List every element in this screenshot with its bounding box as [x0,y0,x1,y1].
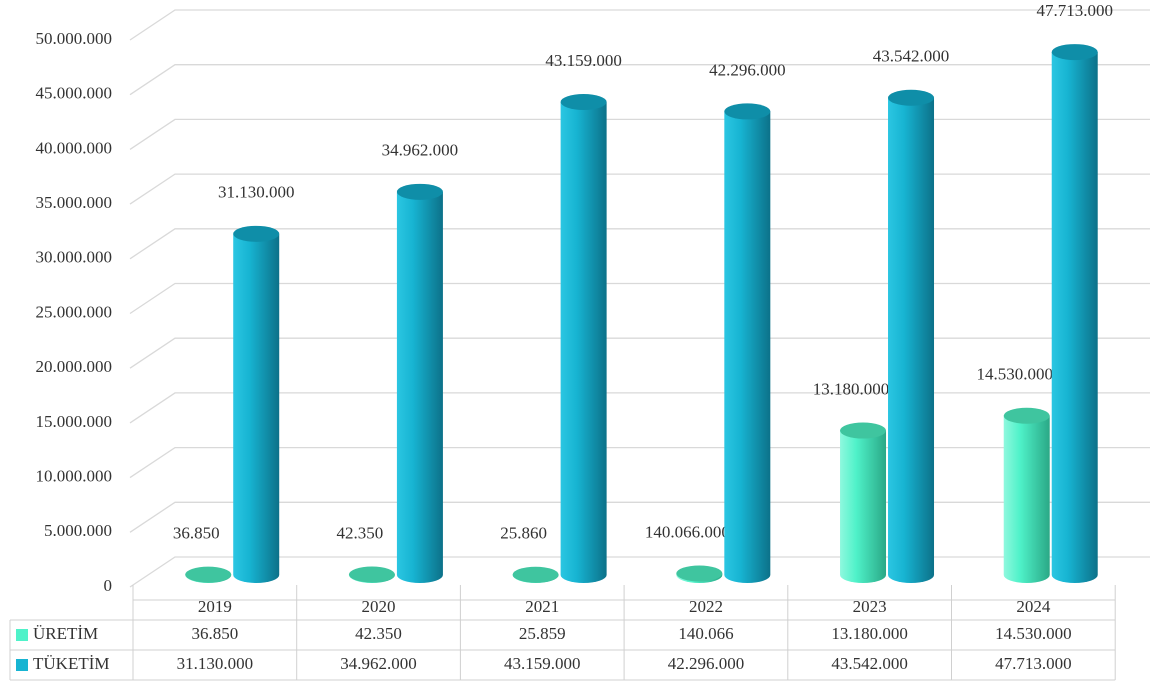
x-tick-label: 2020 [362,597,396,616]
data-label: 13.180.000 [813,379,890,398]
bar-cap [888,89,935,106]
y-tick-label: 25.000.000 [36,302,113,321]
data-table: 2019 2020 2021 2022 2023 2024 ÜRETİM 36.850 42.3… [9,585,1116,681]
grid-line [129,446,1150,479]
x-tick-label: 2022 [689,597,723,616]
x-tick-label: 2019 [198,597,232,616]
y-tick-label: 10.000.000 [36,467,113,486]
grid-line [129,556,1150,588]
x-tick-label: 2023 [853,597,887,616]
grid-line [129,118,1150,150]
y-tick-label: 15.000.000 [36,412,113,431]
table-value: 13.180.000 [831,624,908,643]
grid-line [129,337,1150,369]
data-label: 47.713.000 [1036,1,1113,20]
grid-line [129,64,1150,96]
table-value: 25.859 [519,624,566,643]
y-tick-label: 45.000.000 [36,84,113,103]
bar-cap [1003,407,1050,424]
bar [233,233,280,584]
bar-cap [396,183,443,200]
table-value: 36.850 [191,624,238,643]
legend-swatch [16,659,28,671]
x-tick-label: 2021 [525,597,559,616]
table-value: 14.530.000 [995,624,1072,643]
bar [724,111,771,583]
bar [1003,415,1050,583]
bar [888,97,935,584]
data-label: 34.962.000 [382,141,459,160]
bar-cap [724,103,771,120]
data-label: 43.159.000 [545,51,622,70]
bar [560,101,607,584]
y-tick-label: 35.000.000 [36,193,113,212]
legend-label: ÜRETİM [33,624,98,643]
bar-cap [560,93,607,110]
bar-cap [233,225,280,242]
y-tick-label: 20.000.000 [36,357,113,376]
table-value: 42.350 [355,624,402,643]
bar [396,191,443,584]
grid-line [129,173,1150,205]
grid: 0 5.000.000 10.000.000 15.000.000 20.000.000… [36,9,1150,595]
data-label: 25.860 [500,524,547,543]
data-label: 36.850 [173,524,220,543]
bars: 36.850 42.350 25.860 140.066.000 13.180.000 1… [173,1,1113,584]
grid-line [129,282,1150,315]
data-label: 140.066.000 [645,522,730,541]
bar-cap [512,566,559,583]
data-label: 42.296.000 [709,60,786,79]
grid-line [129,392,1150,424]
table-value: 47.713.000 [995,654,1072,673]
data-label: 42.350 [337,523,384,542]
table-value: 140.066 [678,624,733,643]
table-value: 42.296.000 [668,654,745,673]
legend-swatch [16,629,28,641]
data-label: 31.130.000 [218,183,295,202]
data-label: 43.542.000 [873,47,950,66]
table-value: 43.159.000 [504,654,581,673]
y-tick-label: 50.000.000 [36,29,113,48]
grid-line [129,228,1150,260]
bar [840,430,887,583]
x-tick-label: 2024 [1016,597,1051,616]
table-value: 31.130.000 [177,654,254,673]
data-label: 14.530.000 [976,365,1053,384]
y-tick-label: 0 [104,576,113,595]
bar-cap [1051,44,1098,61]
bar-cap [348,566,395,583]
table-value: 34.962.000 [340,654,417,673]
y-tick-label: 5.000.000 [44,521,112,540]
grid-line [129,9,1150,41]
table-value: 43.542.000 [831,654,908,673]
legend-label: TÜKETİM [33,654,109,673]
y-tick-label: 30.000.000 [36,248,113,267]
bar [1051,52,1098,583]
bar-cap [676,565,723,582]
y-tick-label: 40.000.000 [36,138,113,157]
bar-cap [185,566,232,583]
grid-line [129,501,1150,533]
bar-cap [840,422,887,439]
